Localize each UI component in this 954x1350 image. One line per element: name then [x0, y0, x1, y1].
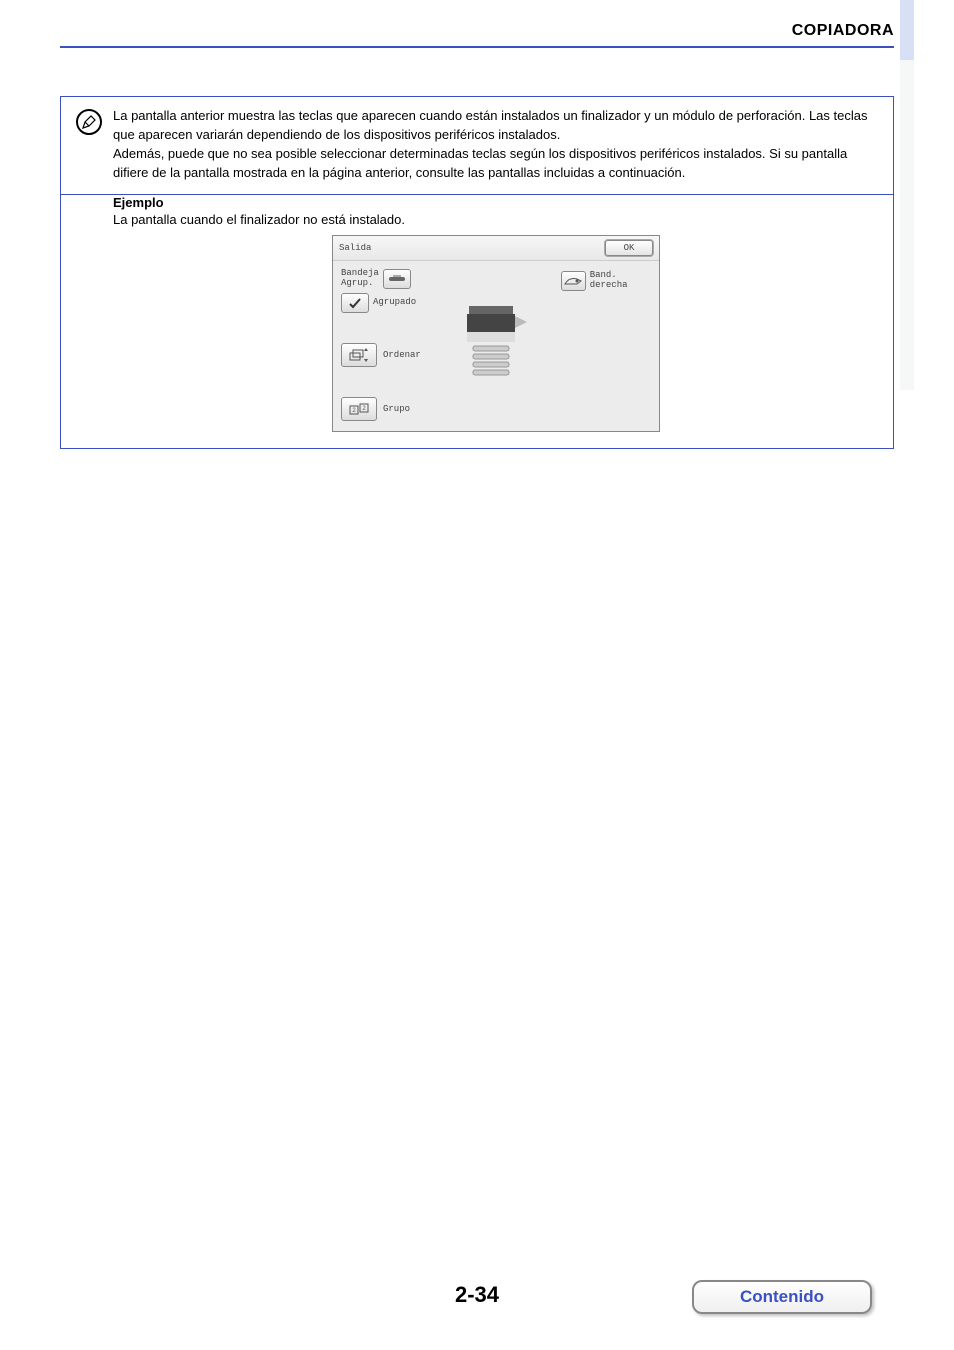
header-rule: [60, 46, 894, 48]
tray-group-icon: [388, 274, 406, 284]
svg-text:2: 2: [362, 405, 366, 412]
side-band-top: [900, 0, 914, 60]
dialog-title: Salida: [339, 243, 371, 253]
sort-button[interactable]: [341, 343, 377, 367]
output-dialog: Salida OK Bandeja Agrup.: [332, 235, 660, 432]
sort-icon: [348, 347, 370, 363]
dialog-right-column: Band. derecha: [561, 269, 651, 421]
example-title: Ejemplo: [113, 195, 879, 210]
section-title: COPIADORA: [60, 22, 894, 40]
tray-group-button[interactable]: [383, 269, 411, 289]
side-band-bottom: [900, 60, 914, 390]
right-side-band: [900, 0, 914, 390]
contents-button[interactable]: Contenido: [692, 1280, 872, 1314]
group-label: Grupo: [383, 404, 410, 414]
right-tray-button[interactable]: [561, 271, 586, 291]
right-tray-icon: [563, 275, 583, 287]
right-tray-label: Band. derecha: [590, 271, 651, 291]
pencil-icon: [81, 114, 97, 130]
info-box: La pantalla anterior muestra las teclas …: [60, 96, 894, 449]
page-header: COPIADORA: [0, 0, 954, 48]
group-icon: 2 2: [348, 401, 370, 417]
note-paragraph-1: La pantalla anterior muestra las teclas …: [113, 107, 879, 145]
example-caption: La pantalla cuando el finalizador no est…: [113, 212, 879, 227]
grouped-label: Agrupado: [373, 298, 416, 308]
sort-label: Ordenar: [383, 350, 421, 360]
note-paragraph-2: Además, puede que no sea posible selecci…: [113, 145, 879, 183]
dialog-center: [437, 269, 553, 421]
dialog-left-column: Bandeja Agrup.: [341, 269, 429, 421]
grouped-check-button[interactable]: [341, 293, 369, 313]
svg-text:2: 2: [352, 407, 356, 414]
ok-button[interactable]: OK: [605, 240, 653, 256]
group-button[interactable]: 2 2: [341, 397, 377, 421]
check-icon: [348, 296, 362, 310]
note-icon: [75, 109, 103, 182]
tray-group-label: Bandeja Agrup.: [341, 269, 379, 289]
copier-icon: [459, 300, 531, 390]
